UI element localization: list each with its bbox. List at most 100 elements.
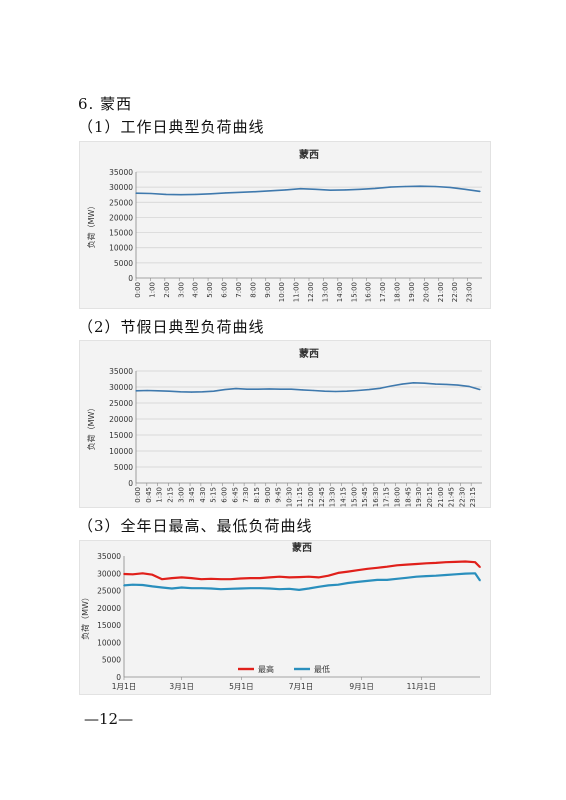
x-tick-label: 2:00 [163, 282, 171, 298]
y-tick-label: 10000 [109, 244, 133, 253]
data-point [141, 572, 144, 575]
section-name: 蒙西 [100, 95, 133, 113]
x-tick-label: 7:30 [242, 487, 250, 503]
data-point [279, 388, 281, 390]
data-point [346, 390, 348, 392]
x-tick-label: 16:30 [372, 487, 380, 507]
data-point [357, 389, 359, 392]
data-point [229, 588, 232, 590]
data-point [479, 566, 481, 568]
y-tick-label: 0 [116, 673, 121, 682]
x-tick-label: 20:00 [422, 282, 430, 302]
data-point [168, 390, 170, 392]
x-tick-label: 1:30 [156, 487, 164, 503]
data-point [327, 584, 330, 587]
y-tick-label: 15000 [109, 431, 133, 440]
data-point [135, 192, 137, 194]
y-tick-label: 10000 [97, 638, 121, 647]
data-point [464, 560, 467, 563]
x-tick-label: 7月1日 [289, 682, 314, 691]
data-point [356, 569, 359, 571]
chart-title: 蒙西 [299, 148, 319, 161]
data-point [201, 391, 204, 393]
data-point [157, 390, 159, 392]
series-line-min [123, 572, 481, 592]
data-point [255, 191, 257, 193]
data-point [298, 589, 300, 591]
data-point [278, 588, 281, 590]
chart-panel-annual: 蒙西 负荷（MW） 0 5000 10000 15000 20000 25000 30000 35… [79, 540, 491, 695]
x-tick-label: 22:00 [451, 282, 459, 302]
data-point [457, 384, 459, 386]
data-point [404, 185, 406, 188]
data-point [435, 574, 437, 577]
x-tick-label: 16:00 [365, 282, 373, 302]
y-tick-label: 30000 [109, 183, 133, 192]
data-point [396, 564, 398, 567]
data-point [190, 587, 193, 589]
data-point [298, 576, 300, 578]
data-point [239, 577, 242, 580]
data-point [229, 578, 232, 580]
x-tick-label: 10:30 [285, 487, 293, 507]
data-point [366, 567, 369, 570]
series-line [135, 381, 481, 393]
data-point [376, 579, 379, 581]
x-tick-label: 9:00 [264, 487, 272, 503]
y-tick-label: 35000 [109, 168, 133, 177]
data-point [359, 188, 361, 190]
y-tick-label: 15000 [109, 229, 133, 238]
data-point [344, 189, 346, 191]
data-point [179, 391, 181, 393]
data-point [412, 382, 415, 384]
data-point [151, 573, 154, 576]
data-point [386, 579, 388, 581]
data-point [390, 385, 392, 387]
y-tick-label: 20000 [97, 604, 121, 613]
data-point [329, 189, 332, 191]
x-tick-label: 14:15 [339, 487, 347, 507]
data-point [288, 576, 291, 579]
data-point [150, 192, 152, 195]
data-point [464, 188, 466, 190]
data-point [288, 588, 291, 590]
x-tick-label: 11:15 [296, 487, 304, 507]
data-point [464, 572, 467, 575]
data-point [268, 388, 270, 390]
x-tick-label: 15:00 [350, 487, 358, 507]
y-tick-label: 35000 [109, 367, 133, 376]
data-point [324, 390, 326, 392]
data-point [415, 563, 418, 565]
data-point [165, 193, 167, 196]
x-tick-label: 3:00 [177, 487, 185, 503]
y-tick-label: 5000 [114, 259, 133, 268]
y-axis-label: 负荷（MW） [86, 202, 96, 249]
data-point [434, 185, 436, 188]
data-point [161, 586, 163, 589]
y-axis-label: 负荷（MW） [86, 404, 96, 451]
data-point [123, 584, 125, 587]
x-tick-label: 3月1日 [169, 682, 194, 691]
data-point [379, 387, 381, 389]
x-tick-label: 5月1日 [229, 682, 254, 691]
data-point [180, 194, 182, 196]
y-tick-label: 15000 [97, 621, 121, 630]
x-tick-label: 23:15 [469, 487, 477, 507]
caption-workday: （1）工作日典型负荷曲线 [78, 118, 265, 136]
x-tick-label: 20:15 [426, 487, 434, 507]
x-tick-label: 12:00 [307, 487, 315, 507]
data-point [200, 587, 203, 589]
caption-holiday: （2）节假日典型负荷曲线 [78, 318, 265, 336]
data-point [444, 574, 447, 576]
y-tick-label: 0 [128, 479, 133, 488]
data-point [446, 383, 448, 386]
data-point [190, 577, 193, 579]
data-point [435, 562, 437, 564]
y-tick-label: 0 [128, 274, 133, 283]
data-point [195, 193, 197, 196]
data-point [257, 388, 259, 390]
chart-panel-holiday: 蒙西 负荷（MW） 0 5000 10000 15000 20000 25000 30000 35… [79, 340, 491, 508]
x-tick-label: 6:00 [221, 282, 229, 298]
data-point [425, 562, 428, 565]
